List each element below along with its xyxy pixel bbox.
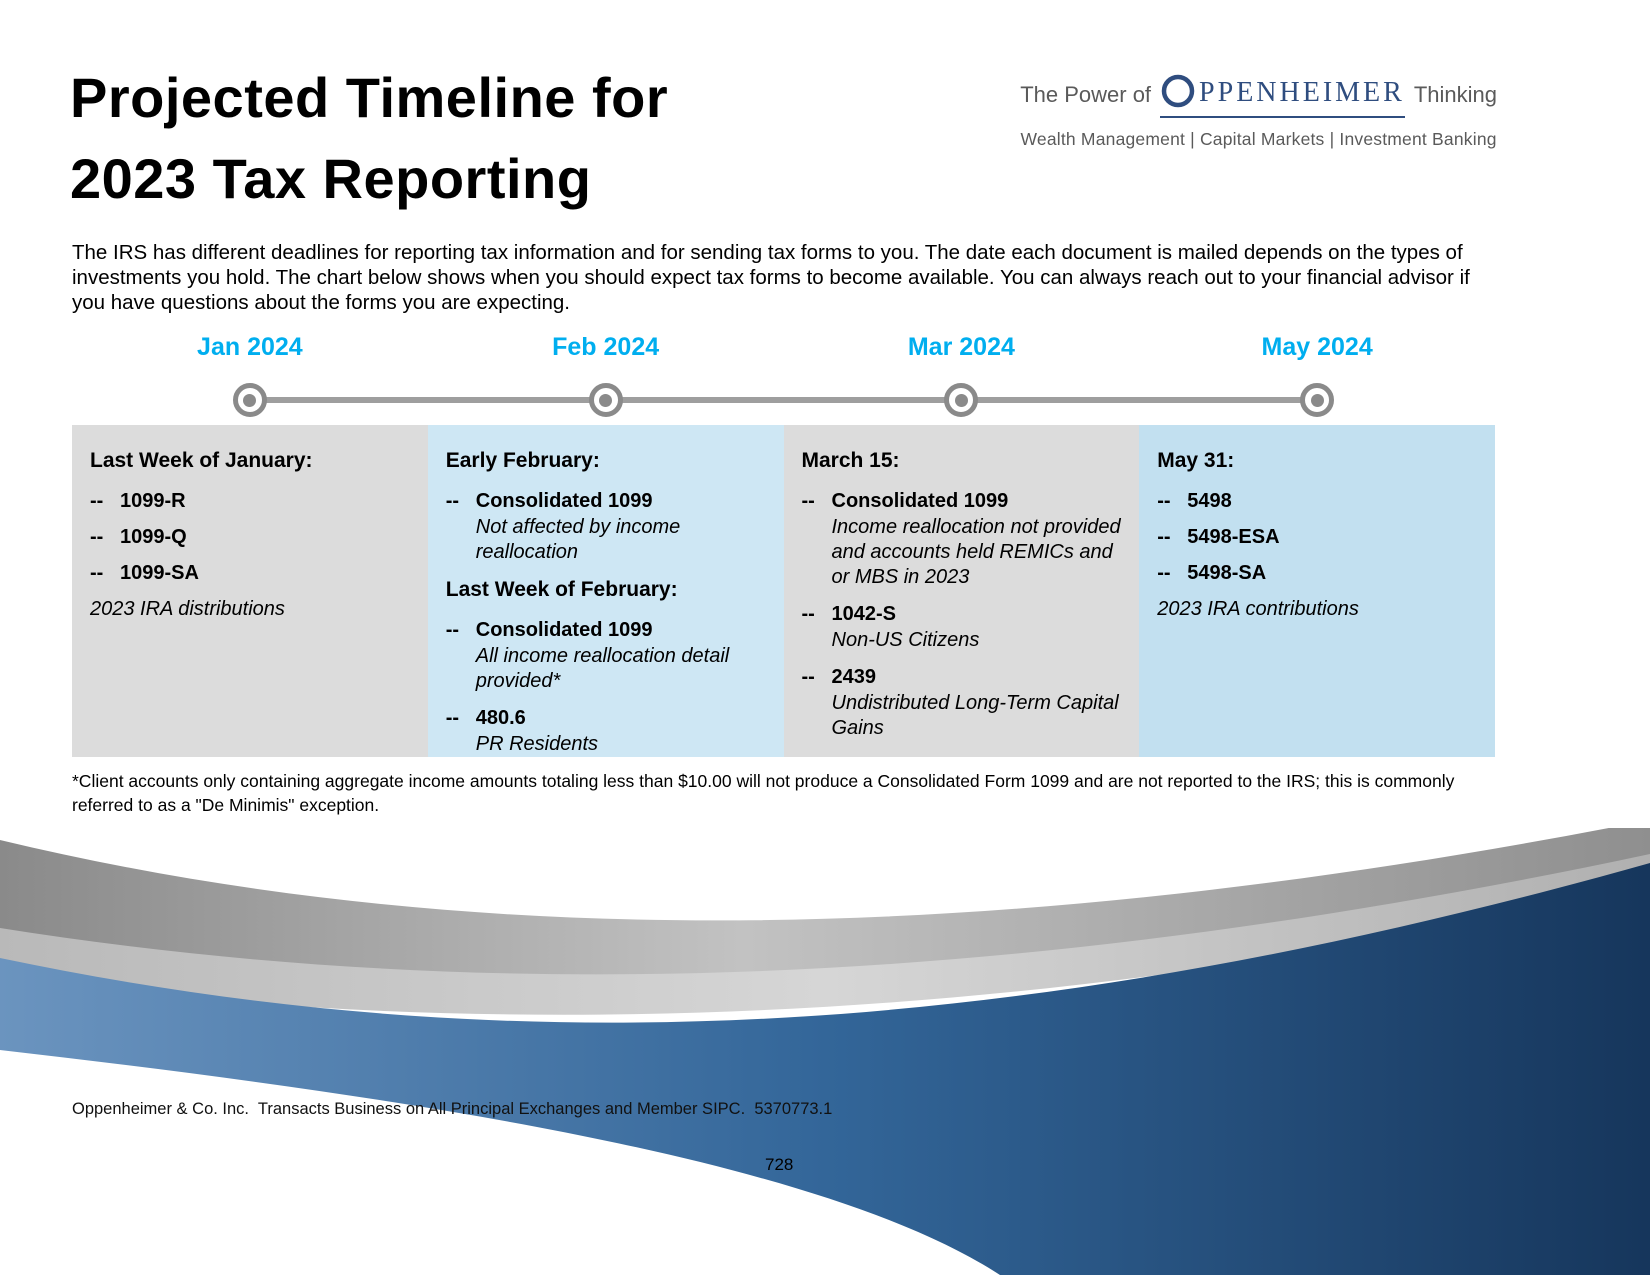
dash-bullet: --	[801, 603, 815, 625]
dash-bullet: --	[1157, 562, 1171, 584]
page-title-line1: Projected Timeline for	[70, 66, 669, 129]
form-name: Consolidated 1099	[475, 490, 653, 512]
timeline: Jan 2024 Feb 2024 Mar 2024 May 2024	[72, 333, 1495, 429]
dash-bullet: --	[90, 490, 104, 512]
form-item: -- 480.6 PR Residents	[446, 707, 766, 757]
column-heading: Early February:	[445, 449, 600, 472]
page-title-line2: 2023 Tax Reporting	[70, 146, 592, 210]
column-note: 2023 IRA contributions	[1157, 598, 1359, 620]
timeline-node	[588, 383, 623, 417]
column-heading: Last Week of January:	[90, 449, 313, 472]
timeline-column: March 15: -- Consolidated 1099 Income reall…	[783, 425, 1140, 757]
form-item: -- Consolidated 1099 All income reallocati…	[446, 619, 766, 694]
dash-bullet: --	[90, 562, 104, 584]
form-item: -- 5498	[1157, 490, 1477, 513]
oppenheimer-o-icon	[1160, 72, 1196, 113]
form-item: -- 1099-Q	[90, 526, 410, 549]
brand-tagline: Wealth Management | Capital Markets | In…	[1020, 129, 1497, 149]
form-description: Income reallocation not provided and acc…	[831, 516, 1121, 588]
form-name: 1099-R	[120, 490, 186, 512]
timeline-milestone-label: Jan 2024	[197, 333, 303, 361]
form-name: 5498	[1187, 490, 1232, 512]
form-item: -- 1042-S Non-US Citizens	[802, 603, 1122, 653]
brand-block: The Power of PPENHEIMER Thinking Wealth …	[1020, 72, 1497, 150]
page-number: 728	[765, 1155, 794, 1174]
dash-bullet: --	[445, 707, 460, 729]
form-description: Non-US Citizens	[831, 629, 980, 651]
timeline-column: Early February: -- Consolidated 1099 Not af…	[427, 425, 784, 757]
timeline-column: May 31: -- 5498 -- 5498-ESA -- 5498-SA 2023 IRA…	[1139, 425, 1495, 757]
footer-disclaimer: Oppenheimer & Co. Inc. Transacts Busines…	[72, 1100, 833, 1118]
form-description: PR Residents	[475, 733, 599, 755]
timeline-milestone-label: Feb 2024	[552, 333, 660, 361]
form-line: -- Consolidated 1099	[802, 490, 1122, 513]
oppenheimer-wordmark: PPENHEIMER	[1199, 76, 1405, 108]
timeline-node-dot	[954, 393, 968, 407]
form-name: Consolidated 1099	[475, 619, 653, 641]
form-item: -- 1099-R	[90, 490, 410, 513]
form-item: -- 2439 Undistributed Long-Term Capital Ga…	[802, 666, 1122, 741]
timeline-milestone-label: Mar 2024	[907, 333, 1015, 361]
column-heading: March 15:	[801, 449, 900, 472]
brand-thinking-text: Thinking	[1413, 82, 1497, 107]
column-note: 2023 IRA distributions	[90, 598, 285, 620]
timeline-line	[249, 397, 1318, 403]
form-line: -- Consolidated 1099	[446, 490, 766, 513]
form-line: -- 2439	[802, 666, 1122, 689]
form-name: 5498-SA	[1187, 562, 1267, 584]
column-heading: May 31:	[1157, 449, 1235, 472]
timeline-node	[944, 383, 979, 417]
timeline-columns: Last Week of January: -- 1099-R -- 1099-Q -- 1…	[72, 425, 1495, 757]
form-line: -- 1099-SA	[90, 562, 410, 585]
form-description: All income reallocation detail provided*	[475, 645, 730, 692]
timeline-column: Last Week of January: -- 1099-R -- 1099-Q -- 1…	[72, 425, 428, 757]
dash-bullet: --	[445, 619, 460, 641]
form-name: Consolidated 1099	[831, 490, 1009, 512]
form-line: -- 1099-Q	[90, 526, 410, 549]
dash-bullet: --	[801, 490, 815, 512]
form-line: -- 1042-S	[802, 603, 1122, 626]
brand-power-text: The Power of	[1020, 82, 1152, 107]
footnote: *Client accounts only containing aggrega…	[72, 771, 1455, 815]
form-line: -- 5498	[1157, 490, 1477, 513]
dash-bullet: --	[1157, 526, 1171, 548]
timeline-milestone-label: May 2024	[1261, 333, 1373, 361]
form-name: 1042-S	[831, 603, 897, 625]
form-line: -- Consolidated 1099	[446, 619, 766, 642]
column-heading: Last Week of February:	[445, 578, 678, 601]
dash-bullet: --	[801, 666, 815, 688]
swoosh-graphic	[0, 828, 1650, 1275]
form-item: -- 1099-SA	[90, 562, 410, 585]
timeline-node-dot	[1310, 393, 1324, 407]
timeline-node	[1300, 383, 1335, 417]
form-item: -- Consolidated 1099 Income reallocation n…	[802, 490, 1122, 590]
brand-logo-row: The Power of PPENHEIMER Thinking	[1020, 72, 1497, 118]
form-item: -- Consolidated 1099 Not affected by incom…	[446, 490, 766, 565]
form-line: -- 5498-ESA	[1157, 526, 1477, 549]
form-name: 5498-ESA	[1187, 526, 1280, 548]
form-name: 480.6	[475, 707, 526, 729]
form-line: -- 5498-SA	[1157, 562, 1477, 585]
oppenheimer-logo: PPENHEIMER	[1160, 72, 1405, 118]
form-line: -- 480.6	[446, 707, 766, 730]
timeline-node-dot	[243, 393, 257, 407]
form-description: Undistributed Long-Term Capital Gains	[831, 692, 1119, 739]
dash-bullet: --	[445, 490, 460, 512]
dash-bullet: --	[90, 526, 104, 548]
form-description: Not affected by income reallocation	[475, 516, 681, 563]
form-item: -- 5498-SA	[1157, 562, 1477, 585]
page-title: Projected Timeline for 2023 Tax Reportin…	[70, 58, 668, 219]
form-line: -- 1099-R	[90, 490, 410, 513]
intro-paragraph: The IRS has different deadlines for repo…	[72, 241, 1470, 315]
form-item: -- 5498-ESA	[1157, 526, 1477, 549]
form-name: 1099-SA	[120, 562, 199, 584]
timeline-node	[232, 383, 267, 417]
form-name: 2439	[831, 666, 877, 688]
dash-bullet: --	[1157, 490, 1171, 512]
timeline-node-dot	[599, 393, 613, 407]
form-name: 1099-Q	[120, 526, 187, 548]
